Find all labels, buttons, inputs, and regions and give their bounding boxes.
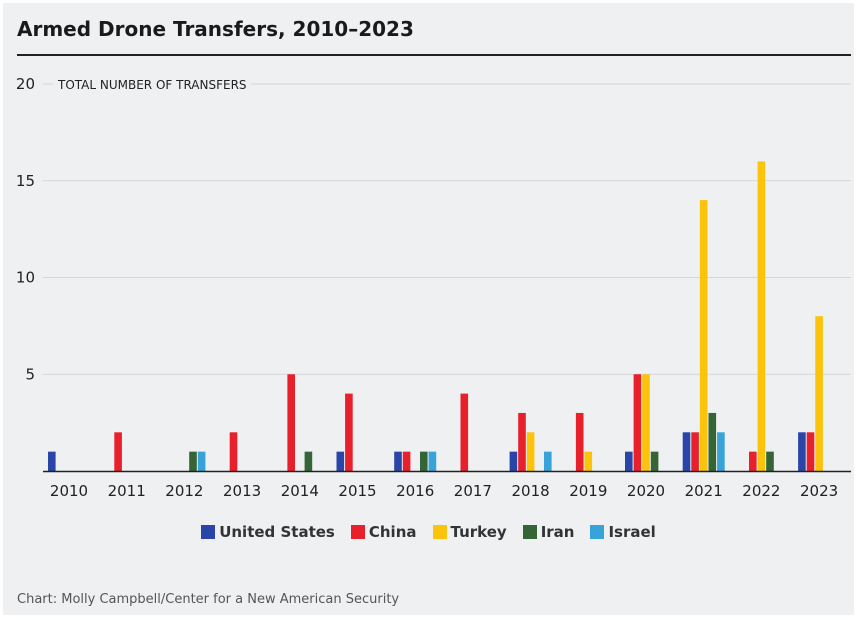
bar xyxy=(197,451,206,471)
legend-swatch xyxy=(350,525,365,539)
x-tick-label: 2017 xyxy=(454,482,492,500)
chart-card: Armed Drone Transfers, 2010–2023 5 10 15 20… xyxy=(3,3,854,615)
x-tick-label: 2011 xyxy=(108,482,146,500)
x-tick-label: 2022 xyxy=(742,482,780,500)
bar xyxy=(749,451,757,471)
x-tick-label: 2020 xyxy=(627,482,665,500)
bar xyxy=(304,451,313,471)
bar xyxy=(806,432,815,471)
legend-label: United States xyxy=(219,523,335,541)
legend-label: Iran xyxy=(540,523,575,541)
chart-title: Armed Drone Transfers, 2010–2023 xyxy=(17,17,414,41)
legend-item: China xyxy=(350,523,417,541)
y-axis-label-background xyxy=(53,77,251,93)
bar xyxy=(798,432,806,471)
title-divider xyxy=(17,54,851,56)
x-tick-label: 2018 xyxy=(512,482,550,500)
bar xyxy=(650,451,659,471)
x-tick-label: 2014 xyxy=(281,482,319,500)
x-tick-label: 2015 xyxy=(338,482,376,500)
chart-source: Chart: Molly Campbell/Center for a New A… xyxy=(17,592,400,607)
bar xyxy=(699,200,708,471)
bar xyxy=(394,451,402,471)
x-tick-label: 2023 xyxy=(800,482,838,500)
bar xyxy=(575,412,584,471)
bar xyxy=(526,432,535,471)
y-tick-label: 15 xyxy=(16,172,35,190)
legend-item: United States xyxy=(201,523,335,541)
y-tick-label: 20 xyxy=(16,75,35,93)
bar xyxy=(460,393,469,471)
y-tick-label: 10 xyxy=(16,269,35,287)
legend-item: Israel xyxy=(590,523,656,541)
chart-legend: United States China Turkey Iran Israel xyxy=(3,523,854,541)
bar xyxy=(682,432,691,471)
bar xyxy=(345,393,353,471)
legend-item: Turkey xyxy=(432,523,507,541)
x-tick-label: 2013 xyxy=(223,482,261,500)
bar xyxy=(757,161,766,471)
bar xyxy=(229,432,238,471)
bar xyxy=(708,412,717,471)
x-tick-label: 2012 xyxy=(165,482,203,500)
y-tick-label: 5 xyxy=(25,365,35,383)
legend-swatch xyxy=(522,525,537,539)
bar xyxy=(114,432,122,471)
bar xyxy=(691,432,699,471)
x-tick-label: 2016 xyxy=(396,482,434,500)
bar xyxy=(287,374,295,471)
bar xyxy=(584,451,593,471)
bar xyxy=(625,451,633,471)
bar xyxy=(717,432,725,471)
legend-label: China xyxy=(368,523,417,541)
x-tick-label: 2010 xyxy=(50,482,88,500)
bar xyxy=(633,374,642,471)
x-tick-label: 2021 xyxy=(685,482,723,500)
legend-swatch xyxy=(432,525,447,539)
legend-swatch xyxy=(201,525,216,539)
bar xyxy=(336,451,345,471)
bar xyxy=(544,451,552,471)
legend-swatch xyxy=(590,525,605,539)
bar xyxy=(815,316,823,471)
bar xyxy=(428,451,437,471)
bar xyxy=(642,374,650,471)
legend-label: Israel xyxy=(608,523,656,541)
y-axis-label: TOTAL NUMBER OF TRANSFERS xyxy=(57,78,247,92)
bar xyxy=(402,451,411,471)
bar xyxy=(420,451,428,471)
bar xyxy=(48,451,56,471)
bar xyxy=(509,451,518,471)
bar xyxy=(518,412,526,471)
legend-item: Iran xyxy=(522,523,575,541)
bar xyxy=(189,451,197,471)
bar-chart: 5 10 15 20 TOTAL NUMBER OF TRANSFERS 2010 2011… xyxy=(16,75,851,500)
bar xyxy=(766,451,774,471)
x-tick-label: 2019 xyxy=(569,482,607,500)
legend-label: Turkey xyxy=(450,523,507,541)
